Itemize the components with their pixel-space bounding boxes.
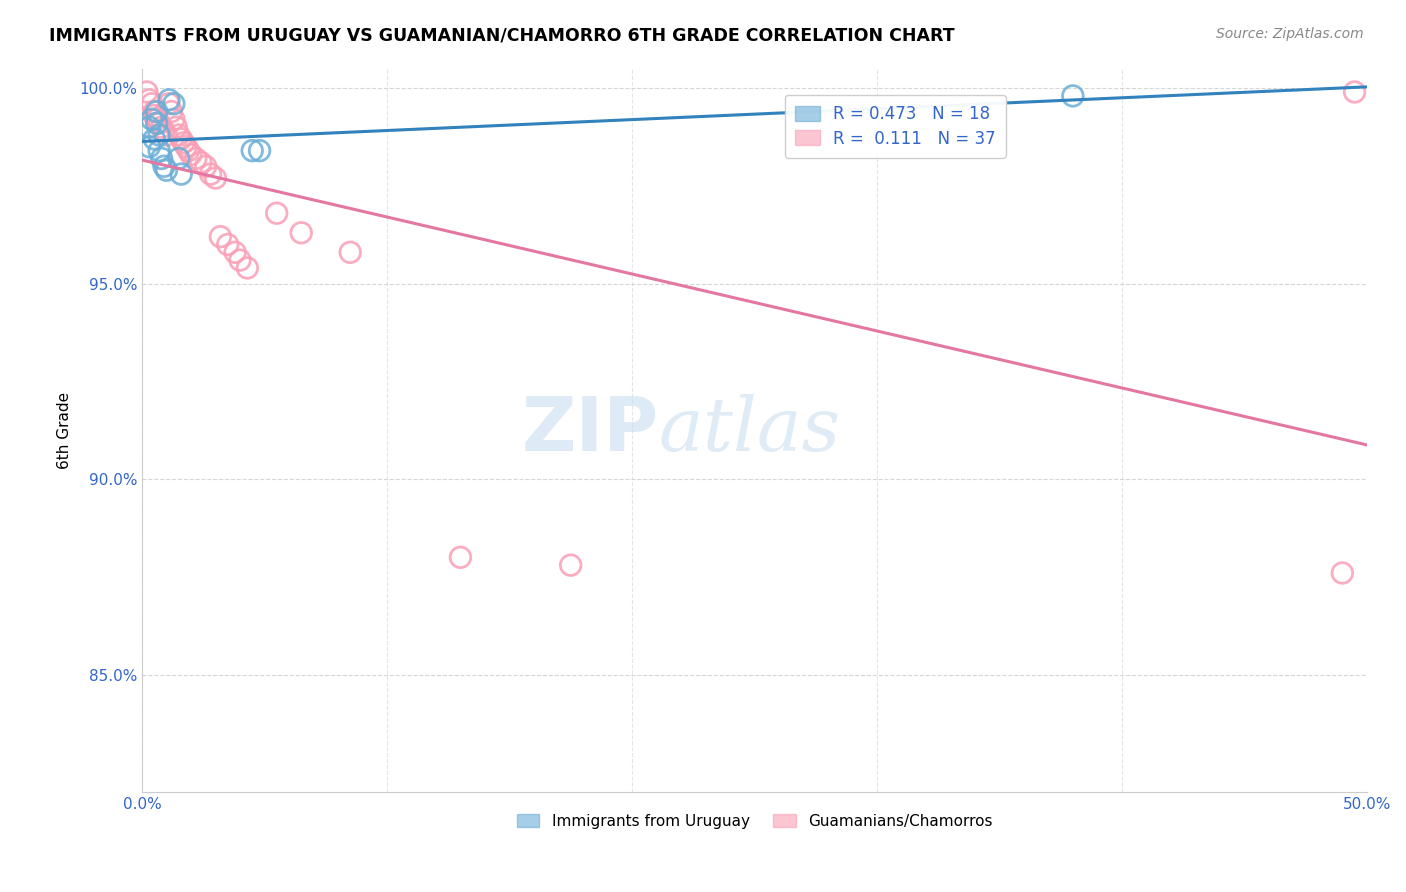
Point bbox=[200, 167, 222, 181]
Point bbox=[167, 152, 190, 166]
Point bbox=[153, 124, 176, 138]
Point bbox=[138, 139, 160, 153]
Point bbox=[180, 147, 202, 161]
Point bbox=[236, 260, 259, 275]
Point bbox=[141, 96, 163, 111]
Legend: Immigrants from Uruguay, Guamanians/Chamorros: Immigrants from Uruguay, Guamanians/Cham… bbox=[510, 807, 998, 835]
Point bbox=[138, 93, 160, 107]
Point bbox=[290, 226, 312, 240]
Point bbox=[204, 171, 226, 186]
Point bbox=[153, 159, 176, 173]
Point bbox=[224, 245, 246, 260]
Point bbox=[1062, 89, 1084, 103]
Point bbox=[155, 163, 177, 178]
Point bbox=[148, 116, 170, 130]
Point bbox=[138, 120, 160, 135]
Point bbox=[1343, 85, 1365, 99]
Point bbox=[217, 237, 239, 252]
Point bbox=[190, 155, 212, 169]
Y-axis label: 6th Grade: 6th Grade bbox=[58, 392, 72, 469]
Point bbox=[209, 229, 232, 244]
Point bbox=[148, 128, 170, 142]
Point bbox=[163, 96, 186, 111]
Point bbox=[145, 116, 167, 130]
Point bbox=[143, 108, 166, 122]
Point bbox=[266, 206, 288, 220]
Point bbox=[145, 112, 167, 127]
Point bbox=[135, 85, 157, 99]
Point bbox=[167, 128, 190, 142]
Point bbox=[145, 104, 167, 119]
Point bbox=[170, 132, 193, 146]
Point bbox=[1331, 566, 1354, 580]
Point bbox=[150, 152, 173, 166]
Point bbox=[148, 144, 170, 158]
Point bbox=[560, 558, 582, 573]
Point bbox=[177, 144, 200, 158]
Point bbox=[229, 253, 252, 268]
Text: Source: ZipAtlas.com: Source: ZipAtlas.com bbox=[1216, 27, 1364, 41]
Point bbox=[165, 120, 187, 135]
Point bbox=[449, 550, 471, 565]
Text: ZIP: ZIP bbox=[522, 393, 659, 467]
Point bbox=[160, 104, 183, 119]
Point bbox=[170, 167, 193, 181]
Point bbox=[150, 120, 173, 135]
Point bbox=[143, 132, 166, 146]
Point bbox=[141, 112, 163, 127]
Point bbox=[174, 139, 197, 153]
Text: atlas: atlas bbox=[659, 394, 841, 467]
Point bbox=[240, 144, 263, 158]
Text: IMMIGRANTS FROM URUGUAY VS GUAMANIAN/CHAMORRO 6TH GRADE CORRELATION CHART: IMMIGRANTS FROM URUGUAY VS GUAMANIAN/CHA… bbox=[49, 27, 955, 45]
Point bbox=[249, 144, 271, 158]
Point bbox=[194, 159, 217, 173]
Point bbox=[155, 128, 177, 142]
Point bbox=[173, 136, 195, 150]
Point bbox=[143, 104, 166, 119]
Point bbox=[157, 96, 180, 111]
Point bbox=[163, 112, 186, 127]
Point bbox=[184, 152, 207, 166]
Point bbox=[339, 245, 361, 260]
Point bbox=[157, 93, 180, 107]
